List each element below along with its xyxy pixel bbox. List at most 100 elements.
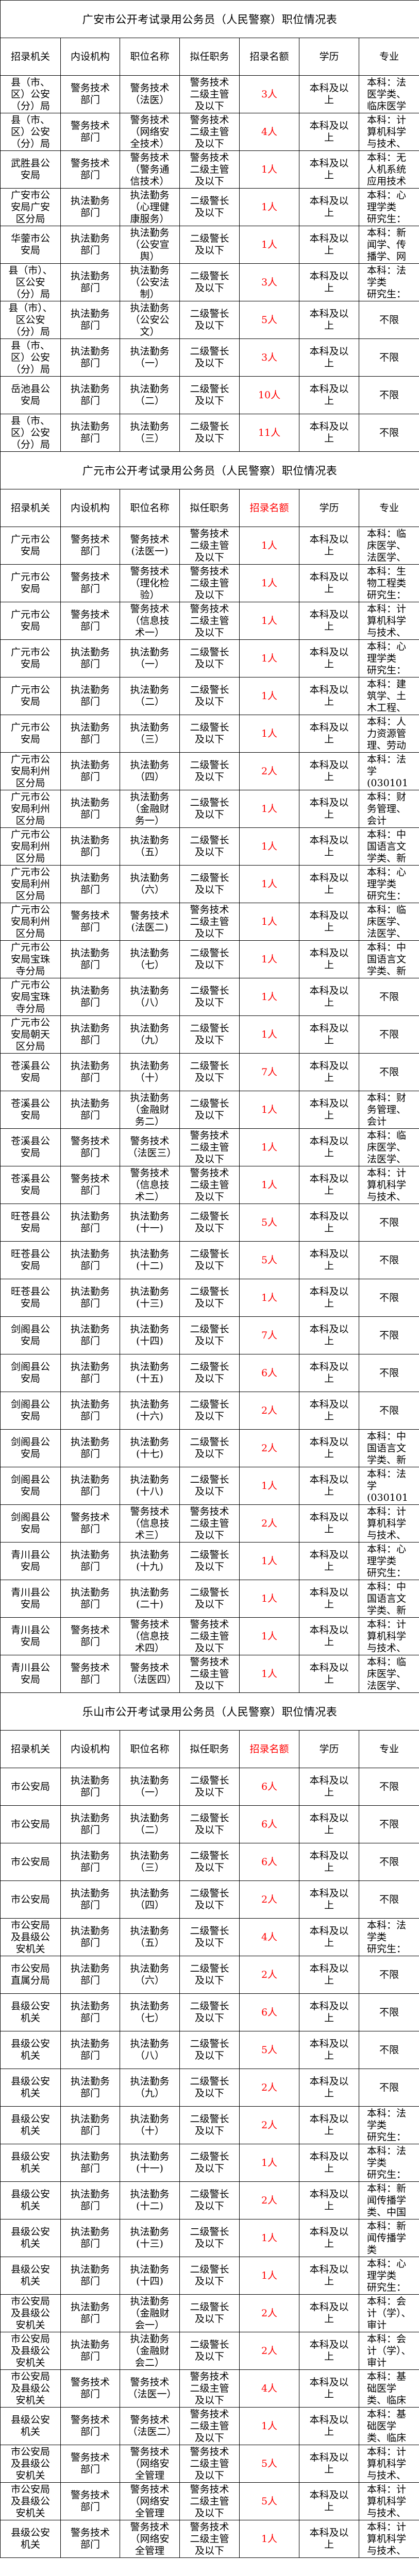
education-cell: 本科及以上 — [299, 2445, 359, 2483]
quota: 1人 — [261, 727, 278, 739]
internal-department-cell: 执法勤务部门 — [60, 2031, 120, 2069]
education: 本科及以上 — [309, 2001, 349, 2024]
header-major: 专业 — [379, 50, 399, 62]
proposed-rank: 二级警长及以下 — [190, 1286, 229, 1309]
major-cell: 本科：计算机科学与技术、 — [358, 2482, 419, 2520]
table-row: 广元市公安局利州区分局 执法勤务部门 执法勤务（五） 二级警长及以下 1人 本科及以上 本科… — [0, 827, 419, 866]
major-cell: 本科：计算机科学与技术、 — [358, 1504, 419, 1543]
recruiting-agency: 县级公安机关 — [10, 2113, 50, 2137]
internal-department-cell: 警务技术部门 — [60, 527, 120, 565]
major: 本科：临床医学、法医学、 — [367, 1656, 407, 1691]
position-name-cell: 执法勤务（四） — [120, 752, 180, 790]
position-name: 执法勤务（公安公文） — [130, 302, 170, 337]
education: 本科及以上 — [309, 534, 349, 557]
position-name-cell: 警务技术（信息技术二） — [120, 1166, 180, 1204]
table-row: 苍溪县公安局 执法勤务部门 执法勤务（金融财务二） 二级警长及以下 1人 本科及以上 本科：… — [0, 1091, 419, 1129]
recruiting-agency: 广元市公安局利州区分局 — [10, 866, 50, 902]
education-cell: 本科及以上 — [299, 2069, 359, 2107]
position-name-cell: 执法勤务（一） — [120, 639, 180, 677]
table-row: 县（市）、区公安（分）局 执法勤务部门 执法勤务（公安法制） 二级警长及以下 3人 本科及… — [0, 263, 419, 301]
position-name-cell: 警务技术（网络安全管理 — [120, 2445, 180, 2483]
quota-cell: 1人 — [239, 1015, 299, 1054]
recruiting-agency-cell: 广元市公安局利州区分局 — [0, 790, 61, 828]
position-name-cell: 执法勤务（五） — [120, 1918, 180, 1956]
position-name-cell: 执法勤务(十六) — [120, 1392, 180, 1430]
quota-cell: 1人 — [239, 639, 299, 677]
table-row: 苍溪县公安局 警务技术部门 警务技术（信息技术二） 警务技术二级主管及以下 1人 本科及以… — [0, 1166, 419, 1204]
header-quota: 招录名额 — [249, 1743, 289, 1755]
major-cell: 不限 — [358, 978, 419, 1016]
education: 本科及以上 — [309, 759, 349, 783]
position-name: 执法勤务（八） — [130, 985, 170, 1008]
proposed-rank: 二级警长及以下 — [190, 797, 229, 820]
education-cell: 本科及以上 — [299, 2369, 359, 2408]
proposed-rank: 警务技术二级主管及以下 — [190, 2483, 229, 2519]
quota-cell: 6人 — [239, 1805, 299, 1843]
table-row: 旺苍县公安局 执法勤务部门 执法勤务(十三) 二级警长及以下 1人 本科及以上 不限 — [0, 1279, 419, 1317]
major-cell: 本科：财务管理、 会计 — [358, 1091, 419, 1129]
position-name: 执法勤务（九） — [130, 1023, 170, 1046]
major: 不限 — [379, 1254, 399, 1266]
position-name-cell: 执法勤务(十四) — [120, 1316, 180, 1354]
proposed-rank-cell: 警务技术二级主管及以下 — [179, 602, 240, 640]
quota: 1人 — [261, 2533, 278, 2545]
table-row: 县级公安机关 执法勤务部门 执法勤务(十一) 二级警长及以下 1人 本科及以上 本科：法 学… — [0, 2144, 419, 2182]
internal-department-cell: 执法勤务部门 — [60, 790, 120, 828]
position-name: 执法勤务（十） — [130, 1060, 170, 1083]
major: 本科：财务管理、 会计 — [367, 791, 407, 826]
header-internal-department: 内设机构 — [70, 502, 110, 514]
header-proposed-rank: 拟任职务 — [190, 50, 229, 62]
major-cell: 不限 — [358, 2069, 419, 2107]
proposed-rank: 二级警长及以下 — [190, 1248, 229, 1272]
internal-department-cell: 执法勤务部门 — [60, 2106, 120, 2144]
education-cell: 本科及以上 — [299, 1655, 359, 1693]
major-cell: 本科：临床医学、法医学、 — [358, 903, 419, 941]
major-cell: 不限 — [358, 1392, 419, 1430]
internal-department-cell: 执法勤务部门 — [60, 752, 120, 790]
table-title: 乐山市公开考试录用公务员（人民警察）职位情况表 — [0, 1692, 419, 1731]
table-row: 市公安局 执法勤务部门 执法勤务（四） 二级警长及以下 2人 本科及以上 不限 — [0, 1880, 419, 1919]
recruiting-agency-cell: 剑阁县公安局 — [0, 1354, 61, 1392]
quota-cell: 5人 — [239, 2482, 299, 2520]
internal-department-cell: 警务技术部门 — [60, 903, 120, 941]
quota-cell: 1人 — [239, 978, 299, 1016]
internal-department: 执法勤务部门 — [70, 421, 110, 444]
internal-department-cell: 执法勤务部门 — [60, 1204, 120, 1242]
internal-department-cell: 执法勤务部门 — [60, 1015, 120, 1054]
recruiting-agency-cell: 剑阁县公安局 — [0, 1316, 61, 1354]
proposed-rank-cell: 二级警长及以下 — [179, 639, 240, 677]
position-name: 执法勤务(十七) — [130, 1436, 170, 1460]
quota: 1人 — [261, 991, 278, 1003]
quota-cell: 5人 — [239, 1204, 299, 1242]
recruiting-agency: 青川县公安局 — [10, 1549, 50, 1572]
quota: 1人 — [261, 878, 278, 890]
quota: 6人 — [261, 1856, 278, 1868]
major-cell: 本科：建筑学、土木工程、 — [358, 677, 419, 715]
header-quota: 招录名额 — [249, 502, 289, 514]
major-cell: 不限 — [358, 338, 419, 377]
recruiting-agency-cell: 县（市、区）公安（分）局 — [0, 414, 61, 452]
quota: 1人 — [261, 2157, 278, 2168]
internal-department: 执法勤务部门 — [70, 1023, 110, 1046]
internal-department-cell: 执法勤务部门 — [60, 1918, 120, 1956]
recruiting-agency-cell: 广元市公安局 — [0, 715, 61, 753]
education: 本科及以上 — [309, 1211, 349, 1234]
proposed-rank: 二级警长及以下 — [190, 1361, 229, 1384]
position-name-cell: 执法勤务（公安公文） — [120, 301, 180, 339]
internal-department: 执法勤务部门 — [70, 947, 110, 971]
proposed-rank-cell: 二级警长及以下 — [179, 2257, 240, 2295]
proposed-rank-cell: 二级警长及以下 — [179, 1354, 240, 1392]
education-cell: 本科及以上 — [299, 1241, 359, 1279]
proposed-rank-cell: 二级警长及以下 — [179, 1279, 240, 1317]
header-recruiting-agency-cell: 招录机关 — [0, 489, 61, 527]
position-name-cell: 执法勤务(十三) — [120, 1279, 180, 1317]
major: 本科：中国语言文学类、新 — [367, 1430, 407, 1466]
position-name-cell: 执法勤务（六） — [120, 865, 180, 903]
education: 本科及以上 — [309, 647, 349, 670]
proposed-rank-cell: 二级警长及以下 — [179, 978, 240, 1016]
recruiting-agency-cell: 市公安局及县级公安机关 — [0, 2294, 61, 2332]
proposed-rank-cell: 警务技术二级主管及以下 — [179, 113, 240, 151]
major: 本科：计算机科学与技术、 — [367, 1167, 407, 1202]
recruiting-agency-cell: 剑阁县公安局 — [0, 1467, 61, 1505]
proposed-rank-cell: 二级警长及以下 — [179, 263, 240, 301]
